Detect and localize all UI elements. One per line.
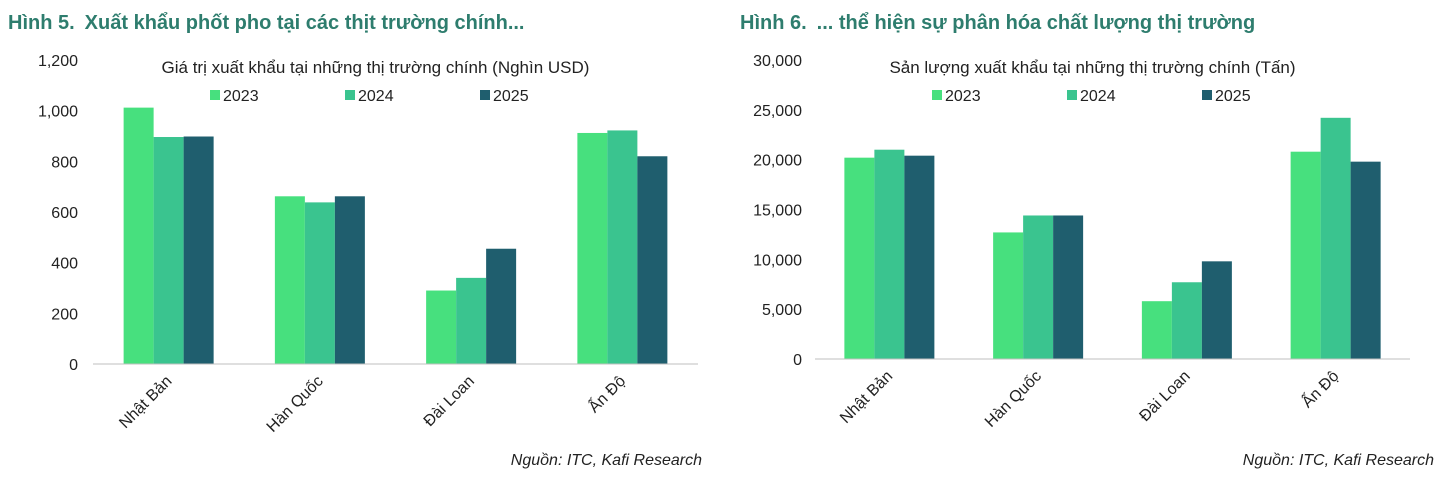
figure-caption: ... thể hiện sự phân hóa chất lượng thị … [816,12,1256,34]
figure-number: Hình 5. [8,12,75,34]
figure-title: Hình 5. Xuất khẩu phốt pho tại các thịt t… [8,12,525,35]
bar [1320,117,1351,359]
y-tick-label: 1,200 [38,53,78,70]
chart-title: Sản lượng xuất khẩu tại những thị trường… [889,58,1295,77]
y-tick-label: 600 [51,205,78,222]
bar [844,157,875,359]
bar [577,132,608,364]
x-tick-label: Nhật Bản [116,373,175,432]
bar [607,130,638,364]
source-note: Nguồn: ITC, Kafi Research [1242,452,1434,469]
y-tick-label: 200 [51,306,78,323]
bar [153,137,184,364]
bar [993,232,1024,359]
bar [274,196,305,364]
x-tick-label: Đài Loan [1136,368,1193,425]
x-tick-label: Hàn Quốc [982,368,1045,431]
export-value-chart: 0 200 400 600 800 1,000 1,200 Giá trị xuất khẩu… [38,53,698,436]
legend-label: 2025 [1215,88,1251,105]
y-tick-label: 1,000 [38,104,78,121]
bar [1350,161,1381,359]
bar [304,202,335,364]
legend-label: 2024 [358,88,394,105]
x-tick-label: Ấn Độ [1298,366,1343,411]
legend-label: 2024 [1080,88,1116,105]
legend-swatch [1067,90,1077,100]
legend-swatch [1202,90,1212,100]
source-note: Nguồn: ITC, Kafi Research [510,452,702,469]
x-tick-label: Nhật Bản [837,368,896,427]
bar [637,156,668,364]
legend-swatch [345,90,355,100]
y-tick-label: 5,000 [762,302,802,319]
x-tick-label: Đài Loan [421,373,478,430]
x-tick-label: Hàn Quốc [264,373,327,436]
legend-swatch [480,90,490,100]
y-tick-label: 10,000 [753,252,802,269]
legend-label: 2023 [223,88,259,105]
legend-label: 2023 [945,88,981,105]
chart-title: Giá trị xuất khẩu tại những thị trường c… [162,58,590,77]
x-tick-label: Ấn Độ [584,371,629,416]
legend-swatch [210,90,220,100]
bar [334,196,365,364]
figure-title: Hình 6. ... thể hiện sự phân hóa chất lượ… [740,12,1255,35]
figure-caption: Xuất khẩu phốt pho tại các thịt trường c… [84,12,525,34]
bar [1053,215,1084,359]
bar [1141,301,1172,359]
y-tick-label: 0 [793,352,802,369]
bar [1171,282,1202,359]
figure-number: Hình 6. [740,12,807,34]
figure-6-panel: Hình 6. ... thể hiện sự phân hóa chất lượ… [732,0,1444,485]
bar [904,155,935,359]
y-tick-label: 20,000 [753,153,802,170]
bar [1201,261,1232,359]
export-volume-chart: 0 5,000 10,000 15,000 20,000 25,000 30,000 Sản … [753,53,1410,431]
bar [426,290,457,364]
bar [183,136,214,364]
figure-5-panel: Hình 5. Xuất khẩu phốt pho tại các thịt t… [0,0,712,485]
legend-swatch [932,90,942,100]
bar [874,149,905,359]
y-tick-label: 25,000 [753,103,802,120]
y-tick-label: 400 [51,256,78,273]
legend-label: 2025 [493,88,529,105]
bar [1290,151,1321,359]
bar [456,277,487,364]
bar [1023,215,1054,359]
bar [486,248,517,364]
bar [123,107,154,365]
y-tick-label: 0 [69,357,78,374]
y-tick-label: 30,000 [753,53,802,70]
y-tick-label: 15,000 [753,203,802,220]
y-tick-label: 800 [51,154,78,171]
